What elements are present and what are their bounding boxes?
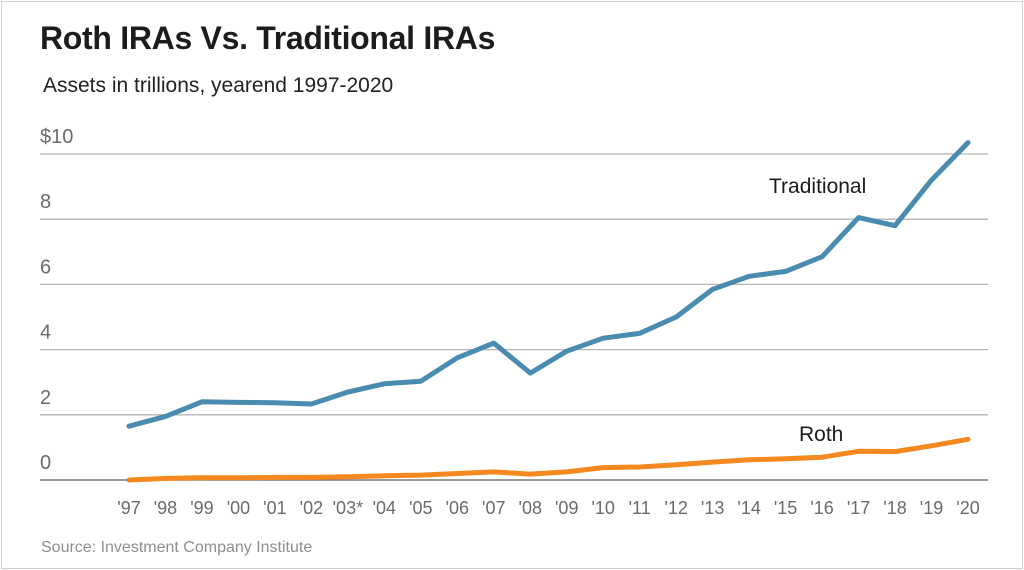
series-label-traditional: Traditional [769, 175, 866, 198]
y-tick-label: 4 [40, 322, 51, 344]
x-tick-label: '00 [227, 498, 250, 518]
x-axis-ticks: '97 '98 '99 '00 '01 '02 '03* '04 '05 '06 '07 '08 '09… [117, 498, 979, 518]
gridlines [40, 153, 988, 481]
x-tick-label: '99 [190, 498, 213, 518]
series-label-roth: Roth [799, 423, 843, 446]
x-tick-label: '03* [333, 498, 363, 518]
x-tick-label: '10 [591, 498, 614, 518]
x-tick-label: '17 [847, 498, 870, 518]
series-line-traditional [126, 140, 971, 429]
x-tick-label: '02 [300, 498, 323, 518]
x-tick-label: '14 [737, 498, 760, 518]
x-tick-label: '98 [154, 498, 177, 518]
series-line-roth [126, 436, 971, 483]
x-tick-label: '11 [629, 498, 651, 518]
x-tick-label: '19 [920, 498, 943, 518]
x-tick-label: '07 [482, 498, 505, 518]
x-tick-label: '20 [956, 498, 979, 518]
x-tick-label: '12 [664, 498, 687, 518]
x-tick-label: '18 [883, 498, 906, 518]
series-lines [126, 140, 971, 483]
x-tick-label: '06 [446, 498, 469, 518]
x-tick-label: '05 [409, 498, 432, 518]
chart-title: Roth IRAs Vs. Traditional IRAs [40, 20, 496, 56]
x-tick-label: '15 [774, 498, 797, 518]
x-tick-label: '01 [263, 498, 286, 518]
chart-subtitle: Assets in trillions, yearend 1997-2020 [43, 74, 394, 97]
source-note: Source: Investment Company Institute [41, 539, 313, 556]
y-tick-label: 2 [40, 387, 51, 409]
y-tick-label: $10 [40, 126, 73, 148]
x-tick-label: '04 [373, 498, 396, 518]
x-tick-label: '09 [555, 498, 578, 518]
x-tick-label: '08 [519, 498, 542, 518]
y-tick-label: 6 [40, 256, 51, 278]
x-tick-label: '16 [810, 498, 833, 518]
y-tick-label: 8 [40, 191, 51, 213]
y-tick-label: 0 [40, 452, 51, 474]
y-axis-ticks: 0 2 4 6 8 $10 [40, 126, 73, 474]
x-tick-label: '97 [117, 498, 140, 518]
x-tick-label: '13 [701, 498, 724, 518]
